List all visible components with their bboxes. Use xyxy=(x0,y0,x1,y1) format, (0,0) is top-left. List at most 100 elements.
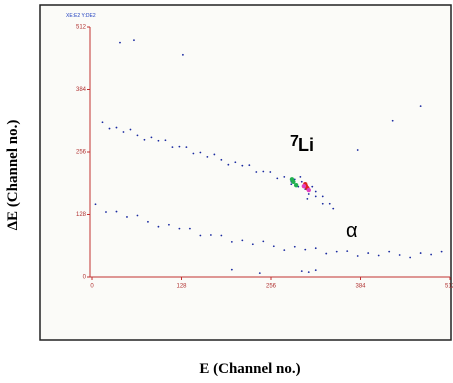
data-point xyxy=(398,254,401,256)
data-point xyxy=(314,269,317,272)
y-tick-label: 384 xyxy=(76,87,87,93)
data-point xyxy=(321,202,324,205)
data-point xyxy=(283,249,286,252)
data-point xyxy=(300,180,303,183)
annotation: α xyxy=(346,220,358,242)
data-point xyxy=(241,239,244,242)
data-point xyxy=(181,53,184,56)
data-point xyxy=(377,254,380,257)
data-point xyxy=(419,252,422,254)
y-tick-label: 128 xyxy=(76,212,87,218)
data-point xyxy=(346,250,349,253)
data-point xyxy=(388,250,391,253)
data-point xyxy=(220,234,223,237)
data-point xyxy=(356,255,359,257)
data-point xyxy=(136,134,139,137)
data-point xyxy=(133,39,135,42)
data-point xyxy=(199,151,202,154)
data-point xyxy=(94,203,97,206)
data-point xyxy=(241,164,244,167)
data-point xyxy=(440,250,443,253)
data-point xyxy=(209,234,212,236)
data-point xyxy=(108,127,111,130)
data-point xyxy=(230,268,233,271)
data-point xyxy=(185,146,188,149)
data-point xyxy=(157,139,160,142)
data-point xyxy=(356,149,359,151)
data-point xyxy=(293,245,296,248)
data-point xyxy=(147,220,149,223)
data-point xyxy=(314,247,317,250)
data-point xyxy=(290,183,293,186)
corner-label: XE:E2 Y:DE2 xyxy=(66,13,96,19)
data-point xyxy=(306,197,309,200)
data-point xyxy=(143,138,146,141)
data-point xyxy=(293,183,299,188)
data-point xyxy=(188,227,191,230)
data-point xyxy=(248,164,251,167)
data-point xyxy=(206,155,209,158)
data-point xyxy=(168,223,170,226)
data-point xyxy=(199,234,202,237)
data-point xyxy=(419,105,422,108)
y-tick-label: 0 xyxy=(83,275,87,281)
data-point xyxy=(300,270,303,273)
data-point xyxy=(234,161,237,164)
data-point xyxy=(192,152,195,155)
data-point xyxy=(136,214,139,217)
data-point xyxy=(269,171,272,173)
data-point xyxy=(115,126,118,129)
data-point xyxy=(332,207,335,210)
data-point xyxy=(289,177,295,182)
data-point xyxy=(328,202,331,205)
data-point xyxy=(314,195,317,198)
data-point xyxy=(227,163,230,166)
data-point xyxy=(325,252,328,255)
data-point xyxy=(391,119,394,122)
data-point xyxy=(171,146,174,149)
data-point xyxy=(255,171,258,173)
x-tick-label: 384 xyxy=(355,284,366,290)
annotation: Li xyxy=(298,135,314,155)
y-tick-label: 256 xyxy=(76,150,87,156)
data-point xyxy=(157,225,160,228)
x-tick-label: 256 xyxy=(266,284,277,290)
plot-panel xyxy=(39,4,452,341)
data-point xyxy=(276,177,279,180)
data-point xyxy=(220,158,223,161)
data-point xyxy=(307,271,310,274)
data-point xyxy=(251,243,254,246)
y-tick-label: 512 xyxy=(76,25,87,31)
data-point xyxy=(213,153,216,156)
data-point xyxy=(262,240,265,243)
y-axis-label: ΔE (Channel no.) xyxy=(5,120,21,231)
data-point xyxy=(306,187,311,193)
data-point xyxy=(129,128,132,131)
data-point xyxy=(164,139,167,142)
data-point xyxy=(311,185,314,188)
data-point xyxy=(119,41,121,44)
data-point xyxy=(101,121,104,124)
data-point xyxy=(301,183,307,189)
data-point xyxy=(262,170,265,173)
annotation: 7 xyxy=(290,133,299,150)
x-axis-label: E (Channel no.) xyxy=(199,361,300,377)
data-point xyxy=(409,256,412,259)
x-tick-label: 0 xyxy=(90,284,94,290)
data-point xyxy=(230,240,233,243)
data-point xyxy=(258,272,261,274)
data-point xyxy=(126,216,128,218)
data-point xyxy=(304,248,307,251)
data-point xyxy=(299,176,302,178)
data-point xyxy=(321,195,324,198)
x-tick-label: 128 xyxy=(176,284,187,290)
x-tick-label: 512 xyxy=(445,284,453,290)
data-point xyxy=(122,131,125,133)
data-point xyxy=(367,252,370,254)
data-point xyxy=(314,190,317,193)
data-point xyxy=(283,176,286,178)
data-point xyxy=(430,253,433,256)
data-point xyxy=(115,210,118,213)
data-point xyxy=(178,227,181,230)
